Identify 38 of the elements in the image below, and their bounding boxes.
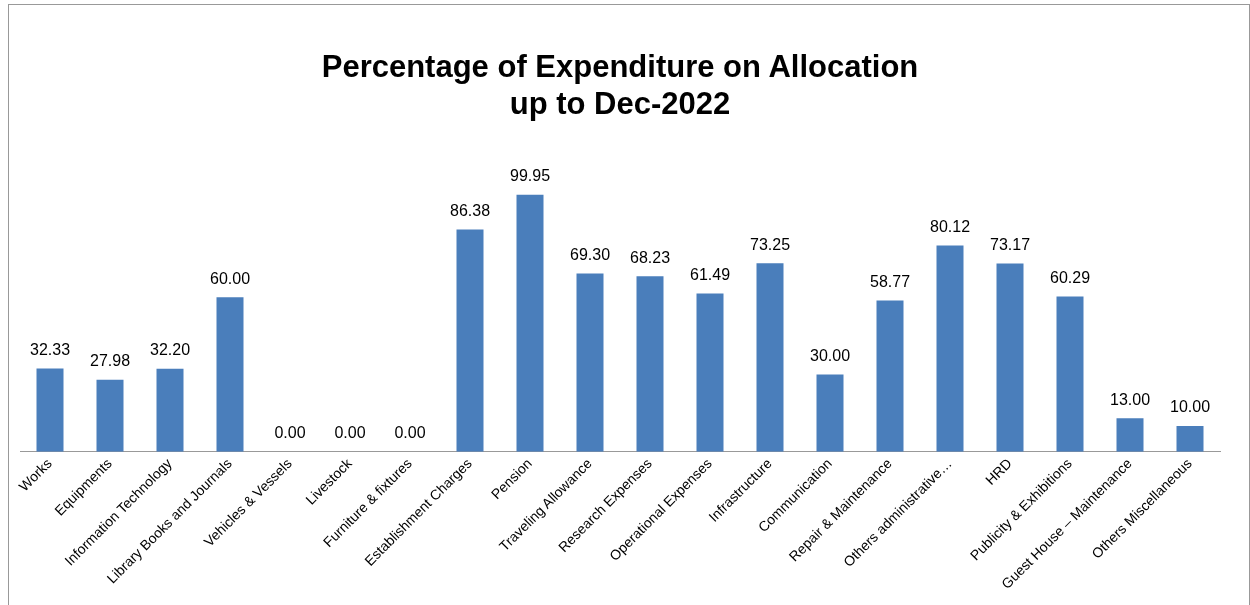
data-label: 0.00 (394, 424, 426, 442)
data-label: 99.95 (509, 166, 551, 184)
bar (1116, 418, 1144, 452)
bar (1056, 296, 1084, 452)
data-label: 10.00 (1169, 398, 1211, 416)
bar (936, 245, 964, 452)
data-label: 68.23 (629, 248, 671, 266)
data-label: 73.25 (749, 235, 791, 253)
data-label: 32.33 (29, 340, 71, 358)
data-label: 27.98 (89, 352, 131, 370)
bar (216, 297, 244, 452)
bar (876, 300, 904, 452)
data-label: 86.38 (449, 201, 491, 219)
bar (156, 368, 184, 452)
bar (1176, 425, 1204, 452)
data-label: 61.49 (689, 265, 731, 283)
data-label: 73.17 (989, 235, 1031, 253)
data-label: 58.77 (869, 272, 911, 290)
data-label: 69.30 (569, 245, 611, 263)
data-label: 30.00 (809, 346, 851, 364)
bar (996, 263, 1024, 452)
bar (816, 374, 844, 452)
data-label: 80.12 (929, 217, 971, 235)
data-label: 32.20 (149, 341, 191, 359)
bar (636, 276, 664, 452)
data-label: 0.00 (274, 424, 306, 442)
data-label: 60.29 (1049, 268, 1091, 286)
bar (96, 379, 124, 452)
bar (756, 263, 784, 452)
bar (516, 194, 544, 452)
data-label: 0.00 (334, 424, 366, 442)
bar (456, 229, 484, 452)
bar (576, 273, 604, 452)
bar (36, 368, 64, 452)
data-label: 13.00 (1109, 390, 1151, 408)
chart-title: Percentage of Expenditure on Allocation up to Dec-2022 (321, 49, 919, 122)
data-label: 60.00 (209, 269, 251, 287)
bar (696, 293, 724, 452)
